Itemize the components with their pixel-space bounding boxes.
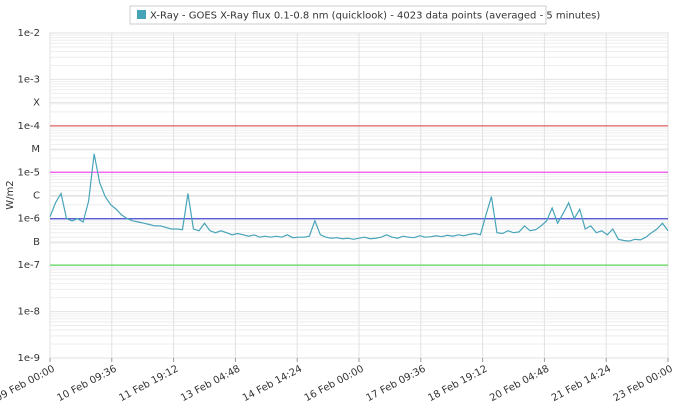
series-line: [49, 153, 669, 242]
x-tick-label: 09 Feb 00:00: [0, 364, 57, 405]
y-tick-label: M: [31, 144, 40, 155]
y-tick-label: 1e-5: [18, 167, 41, 178]
y-tick-label: X: [33, 98, 40, 109]
y-tick-label: B: [33, 237, 40, 248]
x-tick-label: 20 Feb 04:48: [488, 364, 551, 405]
x-tick-label: 16 Feb 00:00: [303, 364, 366, 405]
legend-swatch: [137, 10, 146, 19]
x-tick-label: 14 Feb 14:24: [241, 364, 304, 405]
x-tick-label: 13 Feb 04:48: [179, 364, 242, 405]
x-tick-label: 11 Feb 19:12: [117, 364, 180, 405]
y-tick-label: 1e-6: [18, 214, 41, 225]
x-tick-label: 10 Feb 09:36: [56, 364, 119, 405]
y-tick-label: 1e-9: [18, 353, 41, 364]
legend: [129, 5, 547, 25]
y-tick-label: 1e-7: [18, 260, 41, 271]
y-axis-label: W/m2: [5, 180, 16, 209]
y-tick-label: 1e-3: [18, 74, 41, 85]
grid-layer: [49, 32, 669, 359]
y-tick-label: 1e-8: [18, 307, 41, 318]
y-tick-label: 1e-2: [18, 28, 41, 39]
x-tick-label: 17 Feb 09:36: [365, 364, 428, 405]
y-tick-label: 1e-4: [18, 121, 41, 132]
y-tick-label: C: [33, 191, 40, 202]
x-tick-label: 21 Feb 14:24: [550, 364, 613, 405]
x-tick-label: 23 Feb 00:00: [612, 364, 675, 405]
x-tick-label: 18 Feb 19:12: [426, 364, 489, 405]
legend-label: X-Ray - GOES X-Ray flux 0.1-0.8 nm (quic…: [150, 11, 600, 22]
